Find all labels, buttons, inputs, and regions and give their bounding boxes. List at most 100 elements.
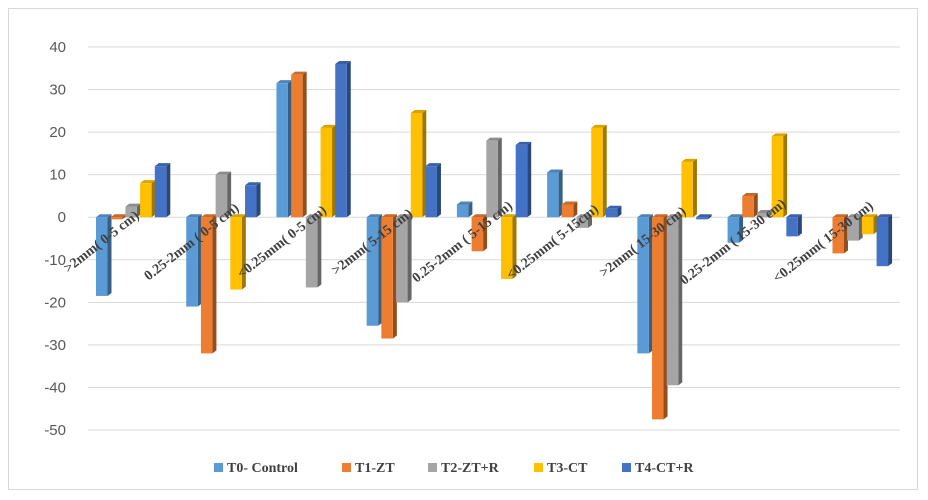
bar-top — [861, 214, 878, 218]
bar — [215, 171, 232, 218]
bar-side — [166, 163, 171, 218]
bar-front — [876, 217, 889, 267]
legend-label: T4-CT+R — [635, 461, 694, 476]
bar-top — [605, 205, 622, 209]
bar-front — [832, 217, 844, 254]
bar-side — [602, 124, 607, 218]
y-tick-label: 40 — [49, 39, 66, 56]
bar-top — [110, 214, 127, 218]
bar-top — [727, 214, 744, 218]
bar-top — [381, 214, 397, 218]
bar-front — [576, 217, 589, 228]
bar — [605, 205, 622, 218]
bar-side — [739, 214, 744, 243]
bar — [154, 163, 171, 218]
bar-top — [215, 171, 232, 175]
bar — [591, 124, 607, 218]
gridlines — [88, 46, 900, 431]
bar-top — [742, 192, 758, 196]
bar-side — [212, 214, 217, 354]
bar-side — [422, 109, 427, 218]
bar-top — [681, 158, 697, 162]
bar-side — [107, 214, 112, 296]
bar-front — [471, 217, 484, 252]
bar — [140, 180, 156, 218]
bar-front — [561, 204, 574, 218]
bar — [96, 214, 112, 296]
y-tick-label: -20 — [44, 294, 66, 311]
bar — [425, 163, 441, 218]
bar-front — [591, 127, 603, 218]
y-tick-label: 10 — [49, 167, 66, 184]
bar-top — [125, 203, 141, 207]
bar-front — [847, 217, 859, 241]
bar — [291, 71, 307, 218]
bar — [576, 214, 593, 228]
bar-top — [547, 169, 563, 173]
bar-top — [410, 109, 427, 113]
bar — [110, 214, 127, 220]
y-tick-label: 20 — [49, 124, 66, 141]
bar-top — [771, 133, 788, 137]
bar-top — [756, 209, 773, 213]
bar-front — [771, 136, 784, 218]
bar-top — [291, 71, 307, 75]
bar-side — [692, 158, 697, 218]
bar-side — [407, 214, 412, 303]
bar-front — [786, 217, 798, 237]
bar-top — [200, 214, 217, 218]
bar-top — [230, 214, 246, 218]
bar-front — [637, 217, 649, 354]
bar — [486, 137, 502, 218]
bar-front — [666, 217, 679, 386]
bar — [410, 109, 427, 218]
bar — [666, 214, 683, 386]
bar-top — [245, 182, 261, 186]
bar-front — [381, 217, 393, 339]
bar-top — [140, 180, 156, 184]
bar-side — [287, 80, 292, 218]
bar-side — [378, 214, 383, 326]
bar-front — [305, 217, 318, 288]
legend-label: T3-CT — [547, 461, 588, 476]
bar-side — [768, 209, 773, 218]
bar-front — [366, 217, 379, 326]
chart-frame — [8, 8, 918, 490]
bar — [515, 141, 532, 218]
bar-side — [332, 124, 337, 218]
legend: T0- Control T1-ZT T2-ZT+R T3-CT T4-CT+R — [214, 461, 694, 476]
bar-top — [456, 201, 473, 205]
y-tick-label: -50 — [44, 422, 66, 439]
bar — [727, 214, 744, 243]
bar-front — [230, 217, 242, 290]
bar-side — [873, 214, 878, 235]
bar-top — [847, 214, 863, 218]
bar — [756, 209, 773, 218]
bar-front — [396, 217, 408, 303]
bar — [276, 80, 292, 218]
bar — [832, 214, 848, 254]
bar — [381, 214, 397, 339]
bar-side — [136, 203, 141, 218]
bar — [125, 203, 141, 218]
bar-side — [151, 180, 156, 218]
legend-swatch — [342, 463, 351, 472]
bar-top — [186, 214, 202, 218]
bar-side — [648, 214, 653, 354]
bar-front — [547, 172, 559, 218]
bar-top — [786, 214, 802, 218]
legend-swatch — [534, 463, 543, 472]
bar-front — [456, 204, 469, 218]
bar-front — [110, 217, 123, 220]
y-axis: 40 30 20 10 0 -10 -20 -30 -40 -50 — [44, 39, 66, 439]
bar-side — [888, 214, 893, 267]
bar-top — [515, 141, 532, 145]
bar-front — [727, 217, 740, 243]
bar-top — [396, 214, 412, 218]
bar-side — [483, 214, 488, 252]
bar-top — [652, 214, 668, 218]
bar-top — [561, 201, 578, 205]
y-tick-label: -30 — [44, 337, 66, 354]
bar-side — [346, 61, 351, 218]
legend-swatch — [428, 463, 437, 472]
